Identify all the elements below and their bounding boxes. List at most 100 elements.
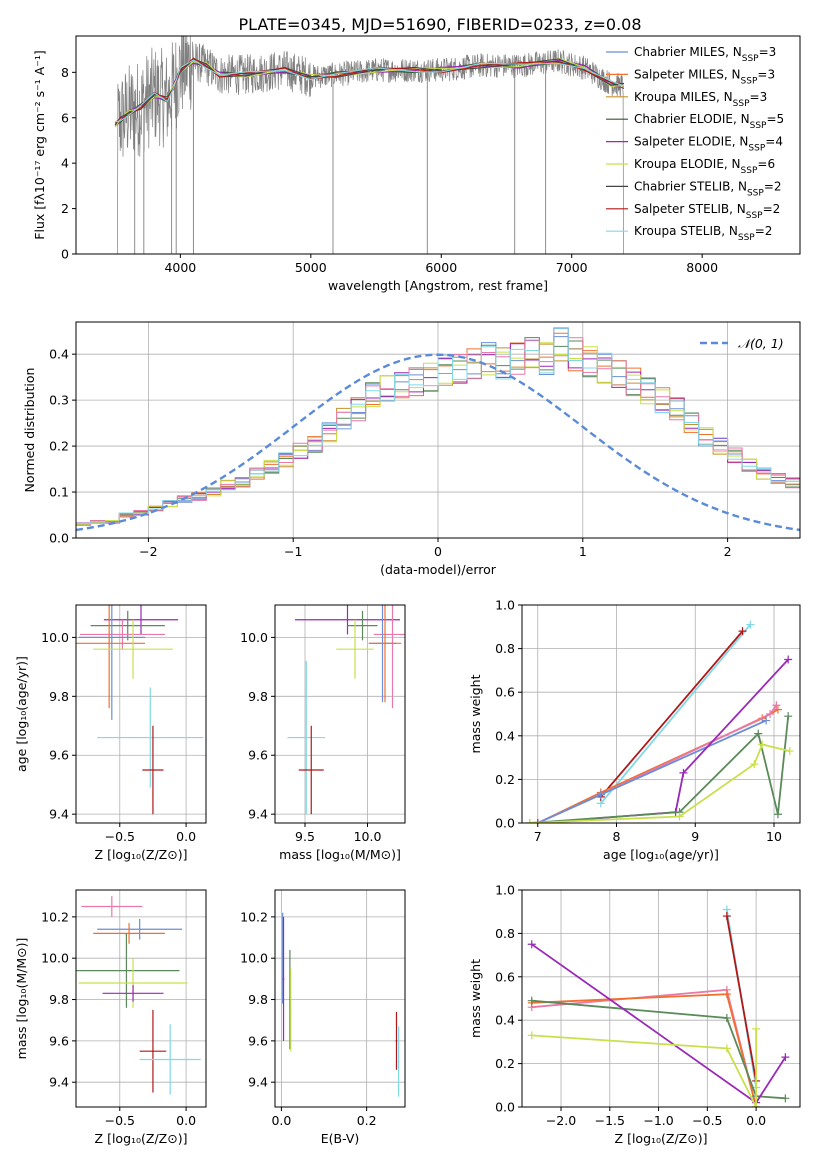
series-point-marker <box>784 712 793 721</box>
plot-area <box>76 605 204 815</box>
y-tick-label: 10.0 <box>240 951 268 966</box>
plot-area <box>287 605 405 815</box>
histogram-step <box>76 336 800 525</box>
panel-residual_histogram: −2 −1 0 1 2 0.0 0.1 0.2 0.3 0.4 (data-model)/error… <box>22 321 801 577</box>
x-tick-label: 4000 <box>164 260 196 275</box>
y-tick-label: 1.0 <box>495 598 515 613</box>
y-tick-label: 8 <box>61 65 69 80</box>
y-tick-label: 9.4 <box>248 1075 268 1090</box>
x-tick-label: −2.0 <box>546 1113 576 1128</box>
y-axis-label: mass weight <box>468 959 483 1038</box>
histogram-step <box>76 337 800 526</box>
panel-age_vs_mass: 9.5 10.0 9.4 9.6 9.8 10.0 mass [log₁₀(M/M⊙)] <box>240 604 406 862</box>
y-axis-label: Normed distribution <box>22 368 37 493</box>
y-tick-label: 0.8 <box>495 926 515 941</box>
axes-frame <box>75 889 207 1108</box>
series-point-marker <box>766 710 775 718</box>
series-point-marker <box>781 1094 790 1103</box>
series-point-marker <box>722 912 731 921</box>
axes-frame <box>274 889 406 1108</box>
x-tick-label: 1 <box>579 544 587 559</box>
series-point-marker <box>785 747 794 756</box>
y-tick-label: 9.8 <box>49 992 69 1007</box>
y-axis-label: Flux [fλ10⁻¹⁷ erg cm⁻² s⁻¹ A⁻¹] <box>32 50 47 239</box>
y-tick-label: 0.3 <box>49 393 69 408</box>
series-point-marker <box>533 819 542 823</box>
legend-label: Salpeter STELIB, NSSP=2 <box>634 202 780 221</box>
axes-frame <box>521 889 801 1108</box>
axes-frame <box>521 604 801 824</box>
legend-label: Kroupa MILES, NSSP=3 <box>634 90 767 109</box>
x-axis-label: E(B-V) <box>321 1131 360 1146</box>
series-point-marker <box>762 716 771 725</box>
x-axis-label: wavelength [Angstrom, rest frame] <box>328 278 548 293</box>
y-tick-label: 1.0 <box>495 883 515 898</box>
y-tick-label: 2 <box>61 201 69 216</box>
x-tick-label: 7 <box>534 829 542 844</box>
x-axis-label: Z [log₁₀(Z/Z⊙)] <box>95 847 188 862</box>
series-line <box>531 1028 757 1107</box>
axes-frame <box>75 604 207 824</box>
x-tick-label: 10 <box>766 829 782 844</box>
series-point-marker <box>675 812 684 821</box>
panel-mass_weight_vs_z: −2.0 −1.5 −1.0 −0.5 0.0 0.0 0.2 0.4 0.6 0.8 1.0 Z [… <box>468 883 801 1146</box>
x-tick-label: −1.0 <box>643 1113 673 1128</box>
series-point-marker <box>784 655 793 664</box>
histogram-step <box>76 332 800 524</box>
plot-area <box>114 36 625 254</box>
y-tick-label: 0.2 <box>495 772 515 787</box>
y-tick-label: 0 <box>61 247 69 262</box>
series-point-marker <box>527 996 536 1005</box>
legend-label: Salpeter ELODIE, NSSP=4 <box>634 135 783 154</box>
plot-area <box>527 905 790 1107</box>
y-tick-label: 10.2 <box>240 909 268 924</box>
legend-label: Chabrier MILES, NSSP=3 <box>634 45 776 64</box>
model-line <box>114 59 625 123</box>
legend-label: Salpeter MILES, NSSP=3 <box>634 67 775 86</box>
x-tick-label: 9.5 <box>295 829 315 844</box>
y-tick-label: 0.4 <box>495 1013 515 1028</box>
y-tick-label: 0.6 <box>495 969 515 984</box>
y-tick-label: 9.6 <box>248 748 268 763</box>
series-point-marker <box>596 790 605 799</box>
histogram-step <box>76 327 800 524</box>
plot-area <box>525 620 794 823</box>
legend-label: Kroupa ELODIE, NSSP=6 <box>634 157 775 176</box>
y-tick-label: 0.1 <box>49 485 69 500</box>
x-tick-label: −1.5 <box>595 1113 625 1128</box>
x-tick-label: 9 <box>691 829 699 844</box>
y-tick-label: 0.2 <box>495 1056 515 1071</box>
panel-mass_vs_z: −0.5 0.0 9.4 9.6 9.8 10.0 10.2 Z [log₁₀(Z/Z⊙)] m… <box>14 889 207 1146</box>
y-tick-label: 0.0 <box>495 816 515 831</box>
x-tick-label: 7000 <box>556 260 588 275</box>
y-tick-label: 0.8 <box>495 641 515 656</box>
panel-mass_weight_vs_age: 7 8 9 10 0.0 0.2 0.4 0.6 0.8 1.0 age [log₁₀(age/yr… <box>468 598 801 862</box>
series-line <box>600 630 744 798</box>
series-point-marker <box>527 1031 536 1040</box>
y-tick-label: 0.4 <box>495 728 515 743</box>
x-tick-label: 0.0 <box>271 1113 291 1128</box>
series-point-marker <box>738 627 747 636</box>
x-axis-label: mass [log₁₀(M/M⊙)] <box>279 847 401 862</box>
series-line <box>531 999 786 1100</box>
y-tick-label: 0.4 <box>49 347 69 362</box>
y-axis-label: mass [log₁₀(M/M⊙)] <box>14 938 29 1060</box>
histogram-step <box>76 328 800 524</box>
x-tick-label: −0.5 <box>105 1113 135 1128</box>
legend-label: 𝒩(0, 1) <box>738 336 784 351</box>
model-line <box>114 57 624 128</box>
x-tick-label: 0.0 <box>176 1113 196 1128</box>
x-axis-label: Z [log₁₀(Z/Z⊙)] <box>615 1131 708 1146</box>
y-tick-label: 0.6 <box>495 685 515 700</box>
y-tick-label: 10.2 <box>41 909 69 924</box>
x-axis-label: Z [log₁₀(Z/Z⊙)] <box>95 1131 188 1146</box>
x-tick-label: 0.0 <box>176 829 196 844</box>
x-axis-label: age [log₁₀(age/yr)] <box>603 847 719 862</box>
y-tick-label: 9.8 <box>49 689 69 704</box>
series-point-marker <box>679 768 688 777</box>
y-axis-label: age [log₁₀(age/yr)] <box>14 656 29 772</box>
y-tick-label: 9.6 <box>49 748 69 763</box>
y-tick-label: 0.0 <box>49 531 69 546</box>
series-point-marker <box>525 819 534 823</box>
